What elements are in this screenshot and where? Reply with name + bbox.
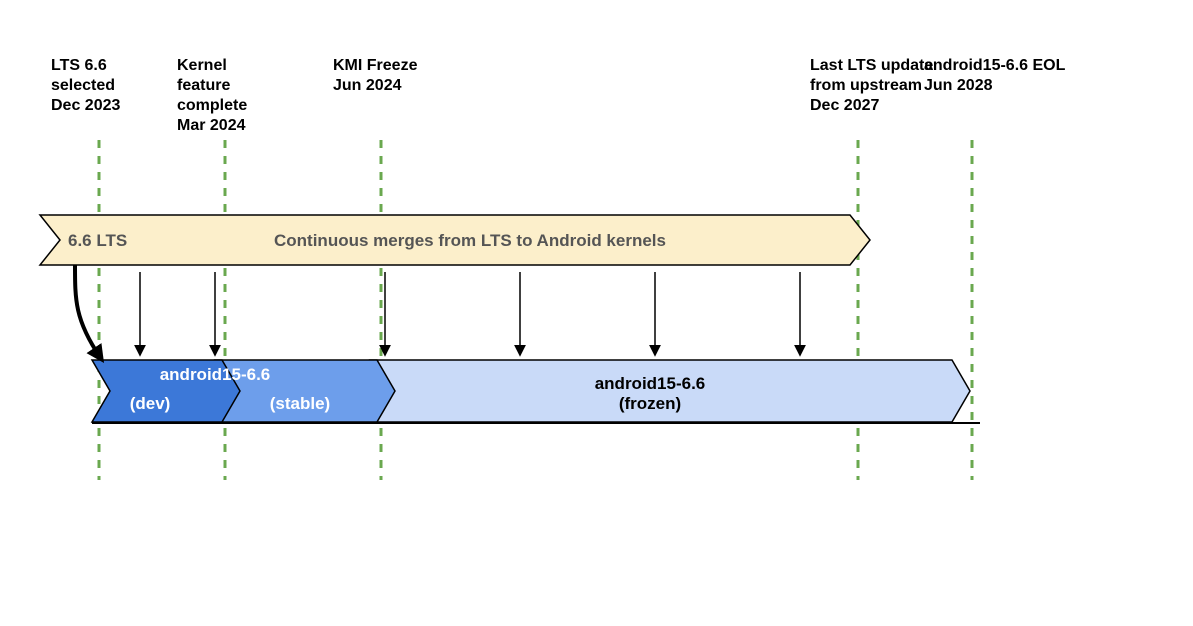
milestone-0-line-2: Dec 2023 xyxy=(51,97,120,114)
phase-frozen-label-1: (frozen) xyxy=(619,394,681,413)
lts-banner-center-label: Continuous merges from LTS to Android ke… xyxy=(274,231,666,250)
milestone-3-line-2: Dec 2027 xyxy=(810,97,879,114)
milestone-2-line-0: KMI Freeze xyxy=(333,57,418,74)
milestone-0-line-0: LTS 6.6 xyxy=(51,57,107,74)
phase-spanning-label: android15-6.6 xyxy=(160,365,271,384)
timeline-diagram: 6.6 LTS Continuous merges from LTS to And… xyxy=(0,0,1193,626)
milestone-2-line-1: Jun 2024 xyxy=(333,77,402,94)
milestone-4-line-0: android15-6.6 EOL xyxy=(924,57,1066,74)
branch-arrow xyxy=(75,265,100,357)
milestone-1-line-2: complete xyxy=(177,97,247,114)
milestone-0-line-1: selected xyxy=(51,77,115,94)
milestone-1-line-3: Mar 2024 xyxy=(177,117,246,134)
phase-stable-label-0: (stable) xyxy=(270,394,330,413)
phase-frozen-label-0: android15-6.6 xyxy=(595,374,706,393)
milestone-3-line-1: from upstream xyxy=(810,77,922,94)
lts-banner-left-label: 6.6 LTS xyxy=(68,231,127,250)
milestone-1-line-0: Kernel xyxy=(177,57,227,74)
milestone-1-line-1: feature xyxy=(177,77,230,94)
milestone-3-line-0: Last LTS update xyxy=(810,57,933,74)
phase-dev-label-0: (dev) xyxy=(130,394,171,413)
milestone-4-line-1: Jun 2028 xyxy=(924,77,993,94)
